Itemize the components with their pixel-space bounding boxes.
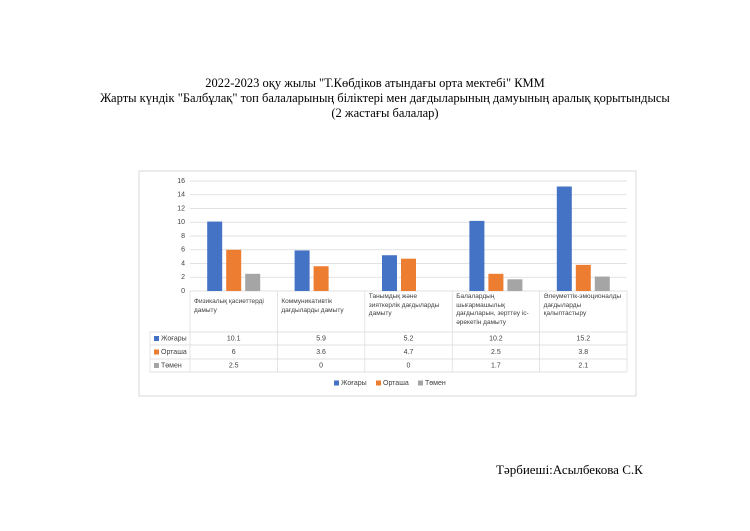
table-value: 5.9 — [316, 335, 326, 342]
bar — [245, 273, 261, 291]
x-tick-label: Физикалық қасиеттерді дамыту — [194, 298, 264, 314]
bar — [575, 264, 591, 291]
table-value: 1.7 — [491, 362, 501, 369]
table-value: 0 — [407, 362, 411, 369]
table-legend-key — [154, 349, 159, 355]
table-row-label: Жоғары — [161, 335, 187, 342]
table-value: 10.2 — [489, 335, 503, 342]
table-value: 5.2 — [404, 335, 414, 342]
x-tick-label: Танымдық және зияткерлік дағдыларды дамы… — [368, 293, 440, 317]
y-tick-label: 8 — [181, 233, 185, 240]
bar — [382, 255, 397, 291]
legend-label: Жоғары — [341, 380, 367, 387]
table-value: 2.5 — [229, 362, 239, 369]
table-legend-key — [154, 363, 159, 368]
table-value: 3.6 — [316, 349, 326, 356]
y-tick-label: 10 — [177, 219, 185, 226]
table-value: 0 — [319, 362, 323, 369]
table-value: 2.1 — [578, 362, 588, 369]
legend-key — [376, 380, 381, 386]
bar — [556, 186, 572, 291]
y-tick-label: 14 — [177, 192, 185, 199]
table-value: 4.7 — [404, 349, 414, 356]
table-value: 15.2 — [576, 335, 590, 342]
bar — [294, 250, 310, 291]
table-value: 3.8 — [578, 349, 588, 356]
legend-key — [418, 380, 423, 386]
bar — [469, 220, 485, 291]
y-tick-label: 2 — [181, 274, 185, 281]
y-tick-label: 4 — [181, 260, 185, 267]
title-line: Жарты күндік "Балбұлақ" топ балаларының … — [100, 91, 670, 120]
y-tick-label: 6 — [181, 247, 185, 254]
bar — [313, 266, 329, 291]
y-tick-label: 12 — [177, 205, 185, 212]
legend-label: Орташа — [383, 380, 409, 387]
table-value: 6 — [232, 349, 236, 356]
table-row-label: Төмен — [161, 362, 182, 369]
signature: Тәрбиеші:Асылбекова С.К — [496, 462, 643, 477]
bar — [507, 279, 523, 291]
x-tick-label: Әлеуметтік-эмоционалды дағдыларды қалыпт… — [543, 293, 622, 317]
bar — [207, 221, 223, 291]
bar — [594, 276, 610, 291]
y-tick-label: 0 — [181, 288, 185, 295]
table-value: 10.1 — [227, 335, 241, 342]
legend-key — [334, 380, 339, 386]
title-line: 2022-2023 оқу жылы "Т.Көбдіков атындағы … — [205, 76, 545, 90]
x-tick-label: Коммуникативтік дағдыларды дамыту — [281, 298, 344, 314]
bar — [226, 249, 242, 291]
table-row-label: Орташа — [161, 349, 187, 356]
y-tick-label: 16 — [177, 178, 185, 185]
legend-label: Төмен — [425, 380, 446, 387]
x-tick-label: Балалардың шығармашылық дағдыларын, зерт… — [456, 293, 529, 326]
table-value: 2.5 — [491, 349, 501, 356]
bar — [488, 273, 504, 291]
table-legend-key — [154, 336, 159, 341]
bar — [401, 258, 416, 291]
